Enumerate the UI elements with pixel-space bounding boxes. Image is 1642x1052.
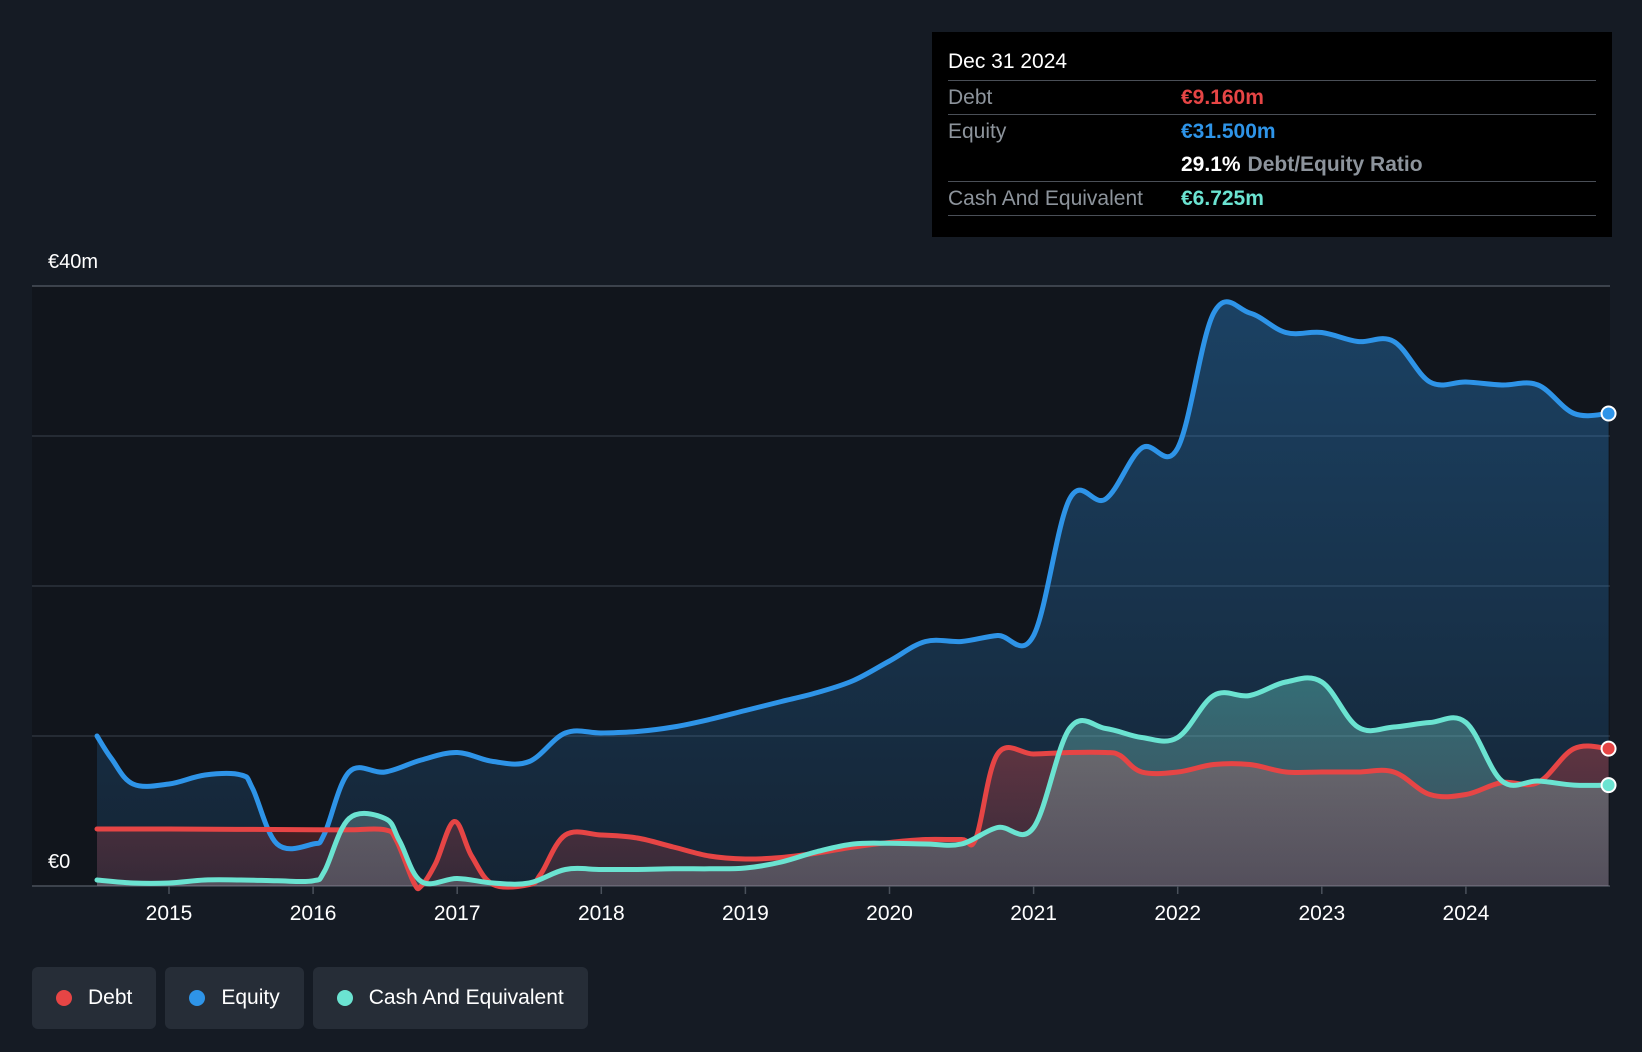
tooltip-cash-label: Cash And Equivalent [948,187,1143,210]
tooltip-debt-label: Debt [948,86,993,109]
equity-end-marker [1600,405,1617,422]
tooltip-date: Dec 31 2024 [948,50,1068,73]
debt-dot-icon [56,990,72,1006]
cash-area [97,677,1609,886]
cash-line [94,675,1612,887]
legend-equity-label: Equity [221,986,280,1009]
tooltip-equity-row: Equity €31.500m [948,114,1596,148]
x-tick-label: 2018 [578,902,625,925]
x-tick-label: 2016 [290,902,337,925]
tooltip-cash-value: €6.725m [1181,187,1264,210]
x-tick-label: 2023 [1298,902,1345,925]
x-tick-label: 2017 [434,902,481,925]
cash-dot-icon [336,990,353,1006]
x-tick-label: 2022 [1154,902,1201,925]
tooltip-ratio-row: 29.1% Debt/Equity Ratio [948,148,1596,181]
tooltip-equity-value: €31.500m [1181,120,1276,143]
y-axis-min-label: €0 [48,851,71,873]
equity-line [94,299,1612,852]
legend-item-debt[interactable]: Debt [32,967,157,1029]
x-tick-label: 2019 [722,902,769,925]
legend-debt-label: Debt [88,986,133,1009]
series-lines [94,299,1612,892]
x-tick-label: 2021 [1010,902,1057,925]
x-tick-label: 2015 [146,902,193,925]
cash-end-marker [1600,777,1617,794]
x-axis-ticks: 2015 2016 2017 2018 2019 2020 2021 2022 2023 2024 [146,886,1490,925]
tooltip-debt-value: €9.160m [1181,86,1264,109]
series-areas [97,301,1609,889]
y-axis-max-label: €40m [48,251,99,273]
legend-cash-label: Cash And Equivalent [368,986,564,1009]
tooltip-panel: Dec 31 2024 Debt €9.160m Equity €31.500m… [932,32,1612,237]
debt-end-marker [1600,740,1617,757]
chart-legend: Debt Equity Cash And Equivalent [32,967,588,1029]
x-tick-label: 2024 [1443,902,1490,925]
tooltip-equity-label: Equity [948,120,1007,143]
x-tick-label: 2020 [866,902,913,925]
tooltip-ratio-value: 29.1% [1181,153,1241,176]
end-markers [1600,405,1617,794]
legend-item-equity[interactable]: Equity [165,967,304,1029]
equity-dot-icon [189,990,206,1006]
tooltip-debt-row: Debt €9.160m [948,80,1596,114]
tooltip-ratio-label: Debt/Equity Ratio [1247,153,1423,176]
legend-item-cash[interactable]: Cash And Equivalent [312,967,588,1029]
tooltip-cash-row: Cash And Equivalent €6.725m [948,181,1596,216]
